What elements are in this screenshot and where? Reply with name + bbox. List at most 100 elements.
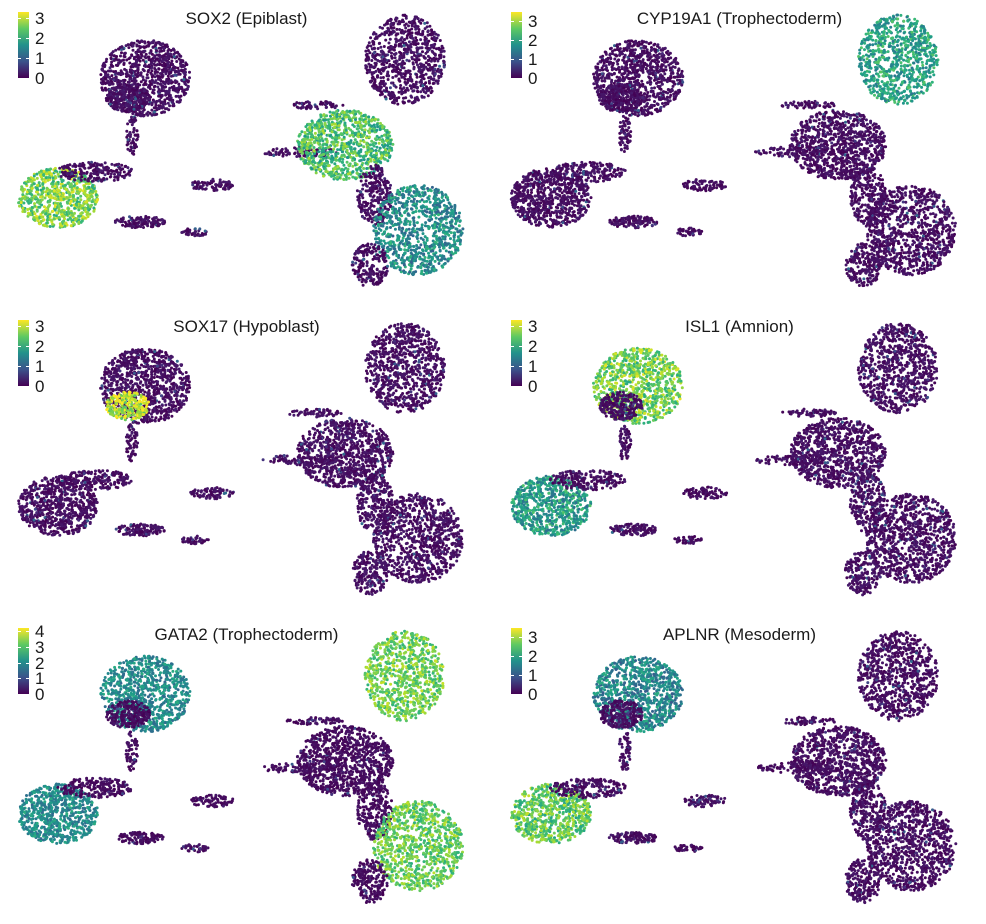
cell-point	[363, 113, 367, 117]
cell-point	[358, 111, 362, 115]
cell-point	[402, 86, 406, 90]
cell-point	[200, 232, 204, 235]
cell-point	[159, 43, 163, 47]
cell-point	[347, 116, 351, 120]
cell-point	[176, 94, 180, 98]
cell-point	[302, 146, 306, 150]
cell-point	[63, 164, 66, 168]
cell-point	[164, 93, 168, 97]
cell-point	[395, 27, 399, 31]
cell-point	[359, 179, 363, 183]
cell-point	[425, 25, 429, 29]
cell-point	[185, 231, 189, 235]
cell-point	[136, 71, 140, 75]
cell-point	[310, 154, 314, 158]
cell-point	[116, 162, 120, 166]
cell-point	[127, 90, 131, 94]
cell-point	[35, 190, 39, 194]
cell-point	[351, 170, 355, 174]
cell-point	[182, 93, 186, 97]
cell-point	[373, 80, 377, 84]
cell-point	[370, 220, 374, 224]
cell-cluster	[17, 166, 99, 229]
cell-point	[432, 52, 436, 56]
cell-point	[406, 234, 410, 238]
cell-point	[422, 55, 426, 58]
cell-point	[19, 198, 23, 202]
cell-point	[342, 177, 346, 181]
cell-point	[297, 141, 301, 145]
cell-point	[66, 201, 70, 205]
cell-point	[371, 183, 374, 187]
cell-point	[409, 49, 413, 52]
cell-point	[180, 231, 184, 234]
cell-point	[305, 147, 309, 151]
cell-point	[146, 113, 150, 117]
cell-point	[391, 100, 395, 104]
cell-point	[123, 52, 127, 56]
cell-point	[391, 69, 394, 73]
cell-point	[160, 84, 164, 88]
cell-point	[203, 229, 207, 233]
cell-point	[306, 143, 310, 147]
cell-point	[79, 172, 82, 176]
cell-point	[153, 70, 157, 74]
cell-point	[134, 100, 137, 104]
cell-point	[424, 72, 428, 76]
cell-point	[333, 167, 337, 171]
cell-point	[367, 135, 371, 139]
cell-point	[66, 176, 70, 180]
cell-point	[48, 198, 52, 202]
cell-point	[364, 213, 368, 217]
cell-point	[66, 181, 70, 185]
cell-point	[439, 258, 443, 262]
cell-point	[57, 215, 61, 219]
cell-point	[370, 119, 373, 123]
cell-point	[328, 150, 332, 153]
cell-point	[419, 74, 423, 78]
cell-point	[394, 44, 397, 48]
cell-point	[104, 70, 108, 74]
cell-point	[322, 153, 326, 156]
cell-point	[367, 41, 371, 45]
cell-point	[410, 34, 414, 38]
cell-point	[142, 101, 146, 105]
cell-point	[136, 216, 140, 220]
cell-point	[306, 162, 310, 166]
cell-point	[413, 97, 417, 101]
cell-point	[179, 58, 183, 62]
cell-point	[323, 121, 327, 125]
cell-point	[30, 179, 34, 183]
cell-point	[372, 194, 376, 198]
cell-point	[388, 186, 392, 190]
cell-point	[75, 182, 79, 185]
cell-point	[92, 172, 96, 175]
cell-point	[344, 144, 348, 148]
cell-point	[426, 94, 430, 98]
cell-point	[341, 157, 345, 161]
cell-point	[131, 112, 135, 116]
cell-point	[383, 143, 387, 147]
cell-point	[366, 217, 370, 221]
cell-point	[122, 176, 126, 180]
cell-point	[433, 63, 437, 67]
cell-point	[345, 149, 349, 152]
cell-point	[46, 178, 50, 182]
cell-point	[361, 156, 365, 159]
cell-point	[70, 188, 74, 192]
cell-point	[112, 54, 116, 58]
cell-point	[131, 44, 135, 48]
cell-point	[320, 148, 324, 152]
cell-point	[378, 59, 382, 63]
cell-point	[126, 87, 130, 91]
cell-point	[83, 166, 87, 170]
cell-point	[394, 19, 398, 23]
cell-point	[90, 185, 94, 189]
cell-point	[126, 43, 130, 47]
cell-point	[160, 49, 164, 53]
cell-point	[415, 199, 419, 203]
cell-point	[418, 200, 422, 203]
cell-point	[127, 46, 131, 50]
cell-point	[68, 185, 72, 189]
cell-point	[33, 202, 36, 206]
